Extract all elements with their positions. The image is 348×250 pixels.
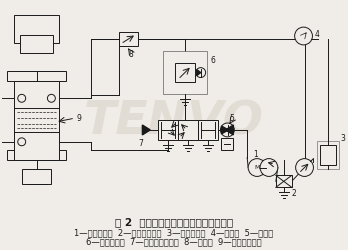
Bar (119, 32, 139, 46)
Text: 6: 6 (210, 56, 215, 65)
Text: 2: 2 (291, 189, 296, 198)
Polygon shape (142, 125, 150, 135)
Circle shape (295, 27, 313, 45)
Bar (178, 120, 198, 140)
Circle shape (18, 138, 26, 146)
Bar (14, 15, 59, 43)
Text: 7: 7 (138, 139, 143, 148)
Bar (163, 51, 207, 94)
Bar (20, 35, 53, 53)
Text: 8: 8 (128, 50, 133, 59)
Text: 1: 1 (253, 150, 258, 159)
Circle shape (248, 158, 266, 176)
Bar (7, 70, 66, 81)
Bar (198, 120, 218, 140)
Circle shape (221, 123, 234, 137)
Bar (221, 138, 233, 150)
Bar (321, 145, 336, 165)
Circle shape (296, 158, 314, 176)
Polygon shape (226, 125, 233, 135)
Bar (317, 141, 339, 169)
Circle shape (47, 94, 55, 102)
Text: 6—单向减压阀  7—三位四通换向阀  8—调速阀  9—防爆微动开关: 6—单向减压阀 7—三位四通换向阀 8—调速阀 9—防爆微动开关 (86, 237, 262, 246)
Circle shape (18, 94, 26, 102)
Polygon shape (197, 70, 201, 75)
Bar (14, 80, 59, 160)
Text: 1—变量叶片泵  2—线隙式过滤器  3—中压溢流阀  4—压力表  5—单向阀: 1—变量叶片泵 2—线隙式过滤器 3—中压溢流阀 4—压力表 5—单向阀 (74, 228, 274, 237)
Circle shape (260, 158, 278, 176)
Text: 图 2  电动泵或液压驱动装置液压原理图: 图 2 电动泵或液压驱动装置液压原理图 (115, 217, 233, 227)
Bar (276, 176, 292, 187)
Circle shape (196, 68, 206, 78)
Text: TENVO: TENVO (84, 100, 264, 144)
Text: 3: 3 (341, 134, 346, 143)
Bar (158, 120, 178, 140)
Polygon shape (221, 126, 228, 134)
Bar (7, 150, 66, 160)
Text: 5: 5 (229, 114, 234, 122)
Text: 4: 4 (315, 30, 320, 38)
Text: M: M (254, 165, 260, 170)
Text: 9: 9 (77, 114, 81, 122)
Bar (175, 63, 195, 82)
Bar (22, 170, 52, 184)
